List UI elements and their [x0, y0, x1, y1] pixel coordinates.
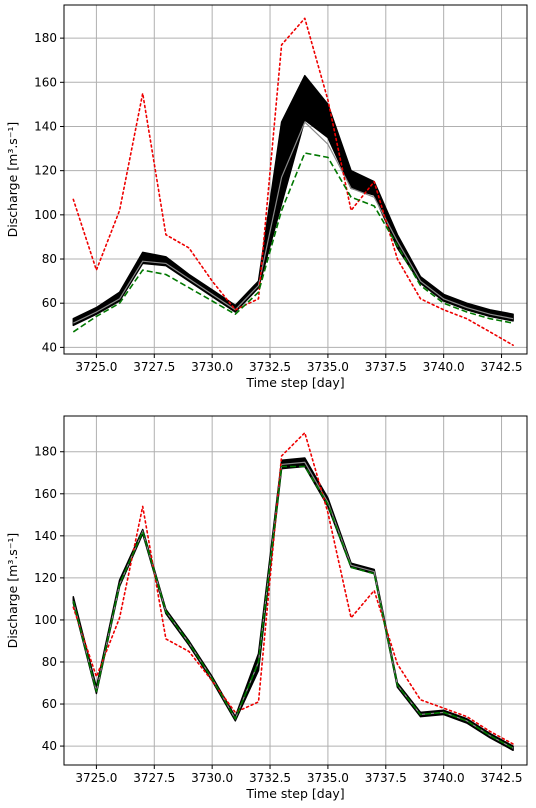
y-tick-label: 180	[34, 31, 57, 45]
reference-line	[72, 465, 514, 749]
x-tick-label: 3737.5	[365, 360, 407, 374]
y-tick-label: 60	[42, 296, 57, 310]
y-tick-label: 60	[42, 697, 57, 711]
y-tick-label: 100	[34, 208, 57, 222]
observed-line	[72, 17, 514, 347]
x-tick-label: 3742.5	[481, 360, 523, 374]
x-tick-label: 3727.5	[133, 771, 175, 785]
plot-area	[72, 431, 514, 752]
reference-line	[72, 152, 514, 333]
x-axis-label: Time step [day]	[245, 786, 344, 801]
ensemble-member-line	[73, 121, 514, 324]
x-tick-label: 3730.0	[191, 771, 233, 785]
y-axis-label: Discharge [m³.s⁻¹]	[5, 122, 20, 238]
x-tick-label: 3732.5	[249, 360, 291, 374]
x-tick-label: 3727.5	[133, 360, 175, 374]
x-tick-label: 3742.5	[481, 771, 523, 785]
x-tick-label: 3737.5	[365, 771, 407, 785]
y-tick-label: 140	[34, 119, 57, 133]
y-tick-label: 120	[34, 571, 57, 585]
y-axis-label: Discharge [m³.s⁻¹]	[5, 533, 20, 649]
axes-frame	[63, 4, 528, 355]
y-tick-label: 40	[42, 739, 57, 753]
plot-area	[72, 17, 514, 347]
y-tick-label: 140	[34, 529, 57, 543]
x-axis-label: Time step [day]	[245, 375, 344, 390]
x-tick-label: 3730.0	[191, 360, 233, 374]
observed-line	[72, 431, 514, 745]
x-tick-label: 3725.0	[75, 360, 117, 374]
chart-2: 3725.0 3727.5 3730.0 3732.5 3735.0 3737.5 3740…	[5, 415, 528, 801]
y-tick-label: 80	[42, 655, 57, 669]
y-tick-label: 40	[42, 340, 57, 354]
y-tick-label: 120	[34, 164, 57, 178]
x-tick-label: 3740.0	[423, 771, 465, 785]
ensemble-band	[72, 457, 514, 752]
x-tick-label: 3735.0	[307, 771, 349, 785]
y-tick-label: 160	[34, 75, 57, 89]
x-tick-label: 3735.0	[307, 360, 349, 374]
axes-frame	[63, 415, 528, 766]
x-tick-label: 3725.0	[75, 771, 117, 785]
x-tick-label: 3732.5	[249, 771, 291, 785]
y-tick-label: 160	[34, 487, 57, 501]
x-tick-label: 3740.0	[423, 360, 465, 374]
y-tick-label: 80	[42, 252, 57, 266]
chart-1: 3725.0 3727.5 3730.0 3732.5 3735.0 3737.5 3740…	[5, 4, 528, 390]
y-tick-label: 100	[34, 613, 57, 627]
y-tick-label: 180	[34, 445, 57, 459]
